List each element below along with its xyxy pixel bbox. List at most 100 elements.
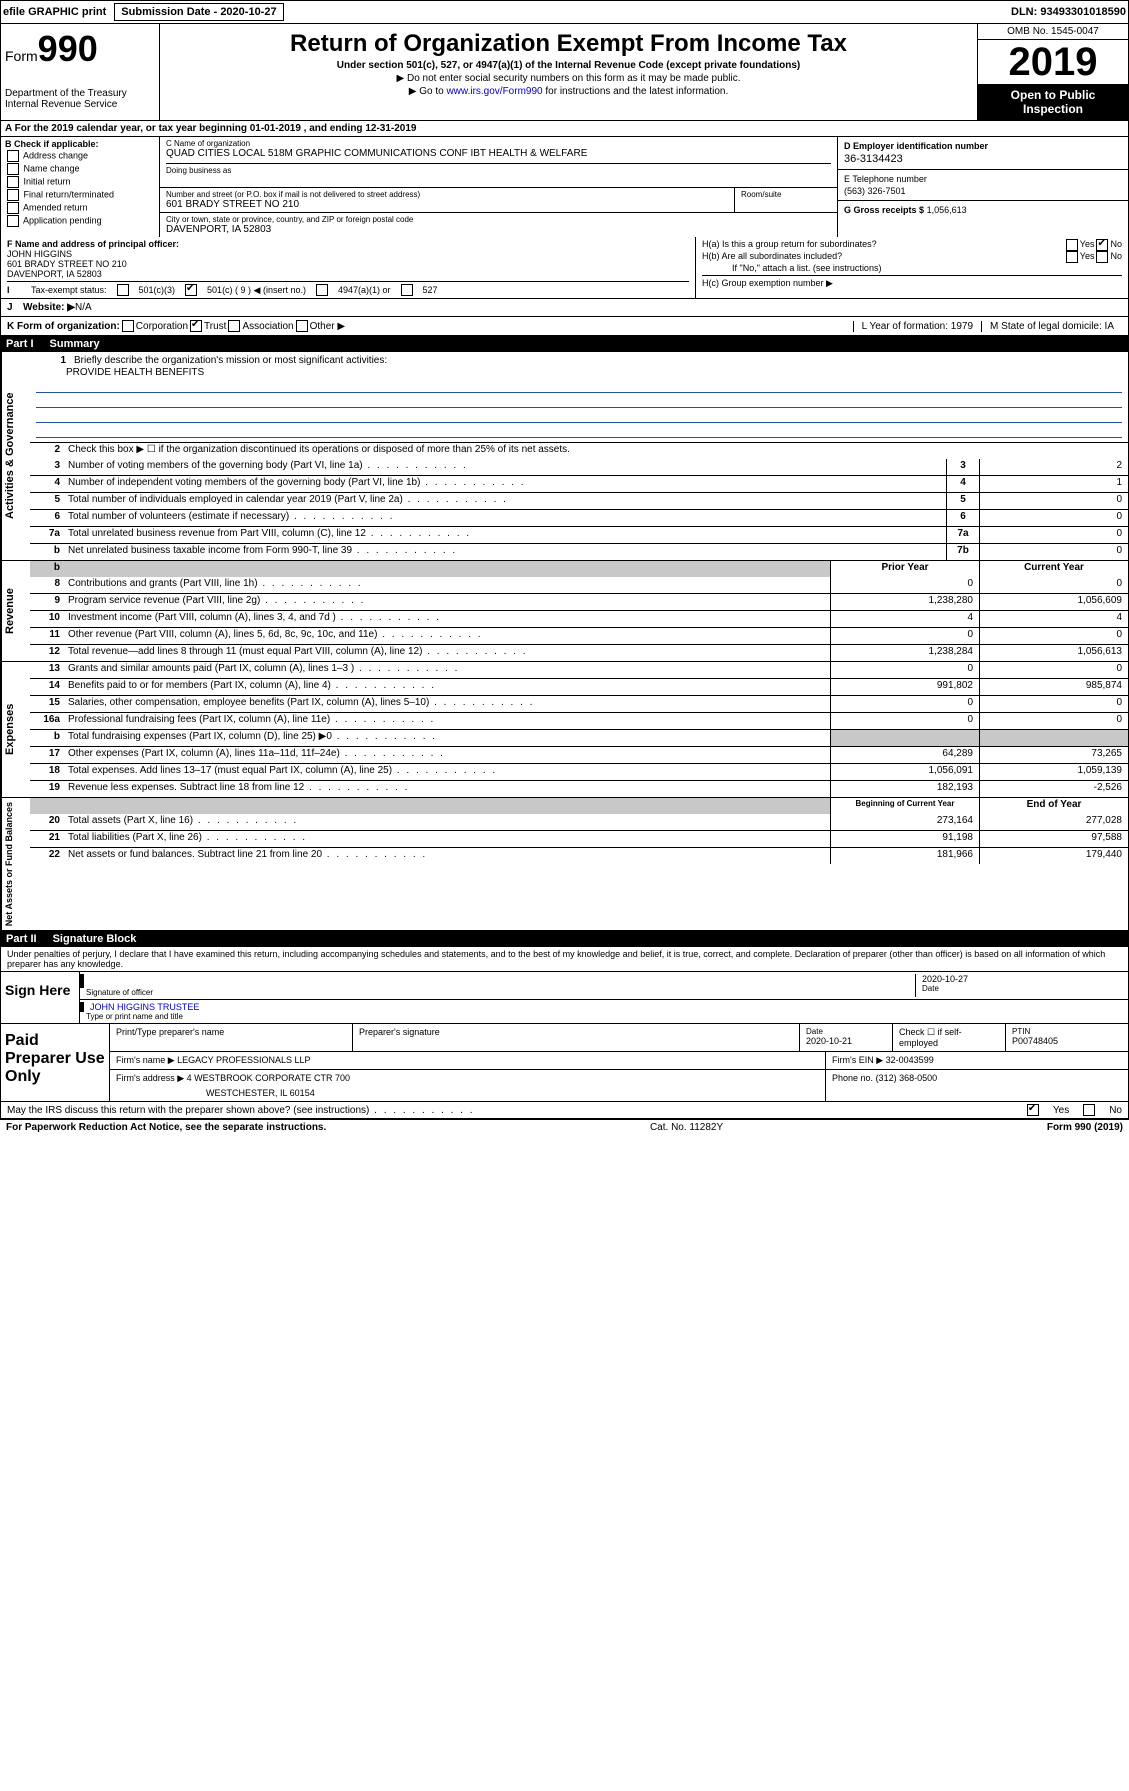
lbl-other: Other ▶: [310, 321, 345, 332]
chk-final-return[interactable]: Final return/terminated: [5, 189, 155, 201]
ha-label: H(a) Is this a group return for subordin…: [702, 239, 1064, 251]
lbl-assoc: Association: [242, 321, 293, 332]
part1-header: Part I Summary: [0, 336, 1129, 352]
paid-label: Paid Preparer Use Only: [1, 1024, 110, 1101]
chk-501c3[interactable]: [117, 284, 129, 296]
hb-no[interactable]: [1096, 251, 1108, 263]
no-label: No: [1109, 1105, 1122, 1116]
sig-date: 2020-10-27: [922, 974, 1122, 984]
sign-block: Sign Here Signature of officer 2020-10-2…: [0, 972, 1129, 1024]
year-formation: L Year of formation: 1979: [853, 321, 981, 332]
gross-value: 1,056,613: [927, 205, 967, 215]
officer-addr: 601 BRADY STREET NO 210: [7, 259, 689, 269]
lbl-501c: 501(c) ( 9 ) ◀ (insert no.): [207, 285, 306, 296]
chk-501c[interactable]: [185, 284, 197, 296]
prep-sig-label: Preparer's signature: [353, 1024, 800, 1051]
officer-city: DAVENPORT, IA 52803: [7, 269, 689, 279]
firm-phone: (312) 368-0500: [876, 1073, 938, 1083]
officer-name-label: Type or print name and title: [86, 1012, 1122, 1021]
ha-no[interactable]: [1096, 239, 1108, 251]
phone-label: E Telephone number: [844, 174, 1122, 184]
department: Department of the Treasury Internal Reve…: [5, 88, 155, 110]
irs-link[interactable]: www.irs.gov/Form990: [446, 86, 542, 97]
form-number: Form990: [5, 28, 155, 70]
chk-initial-return[interactable]: Initial return: [5, 176, 155, 188]
row-a-period: A For the 2019 calendar year, or tax yea…: [0, 121, 1129, 137]
firm-name-label: Firm's name ▶: [116, 1055, 175, 1065]
room-label: Room/suite: [741, 190, 831, 199]
form-header: Form990 Department of the Treasury Inter…: [0, 24, 1129, 121]
org-name: QUAD CITIES LOCAL 518M GRAPHIC COMMUNICA…: [166, 148, 831, 159]
head-begin-year: Beginning of Current Year: [830, 798, 979, 814]
goto-post: for instructions and the latest informat…: [543, 86, 729, 97]
firm-ein-label: Firm's EIN ▶: [832, 1055, 883, 1065]
state-domicile: M State of legal domicile: IA: [981, 321, 1122, 332]
side-expenses: Expenses: [1, 662, 30, 797]
chk-4947[interactable]: [316, 284, 328, 296]
goto-pre: ▶ Go to: [409, 86, 447, 97]
city-label: City or town, state or province, country…: [166, 215, 831, 224]
prep-name-label: Print/Type preparer's name: [110, 1024, 353, 1051]
form-num: 990: [38, 28, 98, 69]
firm-ein: 32-0043599: [886, 1055, 934, 1065]
chk-label: Final return/terminated: [24, 189, 115, 199]
form-prefix: Form: [5, 48, 38, 64]
addr-label: Number and street (or P.O. box if mail i…: [166, 190, 728, 199]
tax-exempt-label: Tax-exempt status:: [31, 285, 107, 295]
head-current-year: Current Year: [979, 561, 1128, 577]
formorg-label: K Form of organization:: [7, 321, 120, 332]
col-b-checkboxes: B Check if applicable: Address change Na…: [1, 137, 160, 237]
hb-label: H(b) Are all subordinates included?: [702, 251, 1064, 263]
chk-address-change[interactable]: Address change: [5, 150, 155, 162]
row-website: J Website: ▶ N/A: [0, 299, 1129, 317]
cat-no: Cat. No. 11282Y: [326, 1122, 1047, 1133]
part2-header: Part II Signature Block: [0, 931, 1129, 947]
discuss-row: May the IRS discuss this return with the…: [0, 1102, 1129, 1119]
discuss-question: May the IRS discuss this return with the…: [7, 1105, 475, 1116]
chk-assoc[interactable]: [228, 320, 240, 332]
discuss-yes[interactable]: [1027, 1104, 1039, 1116]
lbl-4947: 4947(a)(1) or: [338, 285, 391, 295]
line1-text: Briefly describe the organization's miss…: [70, 354, 1122, 367]
side-governance: Activities & Governance: [1, 352, 30, 560]
chk-527[interactable]: [401, 284, 413, 296]
yes-label: Yes: [1053, 1105, 1069, 1116]
prep-date-label: Date: [806, 1027, 886, 1036]
ein-value: 36-3134423: [844, 153, 1122, 165]
note-goto: ▶ Go to www.irs.gov/Form990 for instruct…: [168, 86, 969, 97]
part2-label: Part II: [6, 933, 37, 945]
hb-yes[interactable]: [1066, 251, 1078, 263]
submission-date: Submission Date - 2020-10-27: [114, 3, 283, 21]
chk-other[interactable]: [296, 320, 308, 332]
ptin-value: P00748405: [1012, 1036, 1122, 1046]
pra-notice: For Paperwork Reduction Act Notice, see …: [6, 1122, 326, 1133]
section-expenses: Expenses 13Grants and similar amounts pa…: [0, 662, 1129, 798]
head-prior-year: Prior Year: [830, 561, 979, 577]
prep-date: 2020-10-21: [806, 1036, 886, 1046]
footer: For Paperwork Reduction Act Notice, see …: [0, 1119, 1129, 1135]
chk-amended[interactable]: Amended return: [5, 202, 155, 214]
open-public: Open to Public Inspection: [978, 84, 1128, 120]
ha-yes[interactable]: [1066, 239, 1078, 251]
form-ref: Form 990 (2019): [1047, 1122, 1123, 1133]
firm-addr2: WESTCHESTER, IL 60154: [116, 1088, 819, 1098]
chk-corp[interactable]: [122, 320, 134, 332]
chk-app-pending[interactable]: Application pending: [5, 215, 155, 227]
section-netassets: Net Assets or Fund Balances Beginning of…: [0, 798, 1129, 931]
chk-name-change[interactable]: Name change: [5, 163, 155, 175]
org-city: DAVENPORT, IA 52803: [166, 224, 831, 235]
line2-text: Check this box ▶ ☐ if the organization d…: [64, 443, 1128, 459]
org-address: 601 BRADY STREET NO 210: [166, 199, 728, 210]
firm-phone-label: Phone no.: [832, 1073, 873, 1083]
officer-label: F Name and address of principal officer:: [7, 239, 689, 249]
top-bar: efile GRAPHIC print Submission Date - 20…: [0, 0, 1129, 24]
dln: DLN: 93493301018590: [1011, 6, 1126, 18]
efile-label: efile GRAPHIC print: [3, 6, 106, 18]
lbl-corp: Corporation: [136, 321, 188, 332]
form-subtitle: Under section 501(c), 527, or 4947(a)(1)…: [168, 60, 969, 71]
discuss-no[interactable]: [1083, 1104, 1095, 1116]
chk-trust[interactable]: [190, 320, 202, 332]
col-c-name-addr: C Name of organization QUAD CITIES LOCAL…: [160, 137, 837, 237]
sig-officer-label: Signature of officer: [86, 988, 915, 997]
section-governance: Activities & Governance 1Briefly describ…: [0, 352, 1129, 561]
